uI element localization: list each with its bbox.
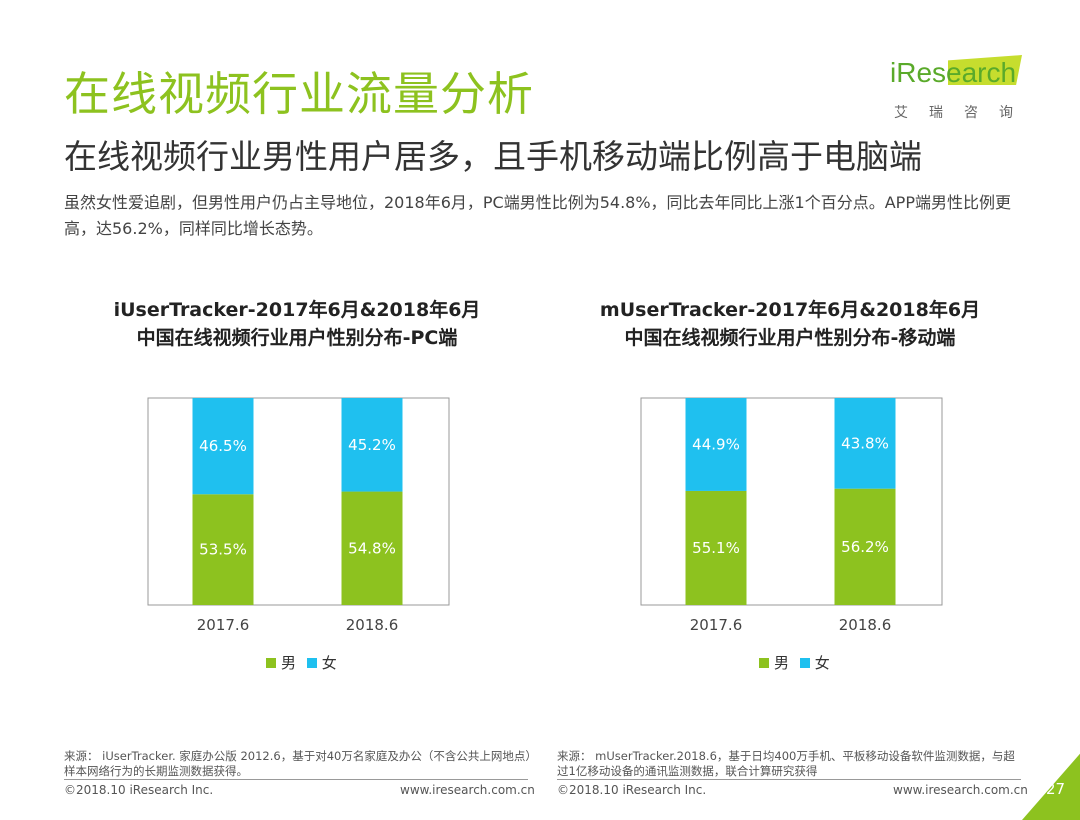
legend-swatch-female [799,658,810,668]
chart-title-pc: iUserTracker-2017年6月&2018年6月 中国在线视频行业用户性… [57,296,537,352]
bar-female-0 [192,398,254,495]
data-label-female-1: 43.8% [841,434,889,452]
data-label-female-0: 46.5% [199,437,247,455]
bar-female-0 [685,398,747,491]
chart-title-pc-line1: iUserTracker-2017年6月&2018年6月 [113,299,481,321]
bar-male-1 [341,491,403,605]
plot-frame [640,397,943,606]
legend-swatch-female [306,658,317,668]
page-number: 27 [1046,780,1066,798]
bar-male-0 [192,494,254,605]
page-description: 虽然女性爱追剧，但男性用户仍占主导地位，2018年6月，PC端男性比例为54.8… [64,193,1011,238]
legend-label-male: 男 [774,654,790,672]
bar-male-0 [685,490,747,605]
page-title: 在线视频行业流量分析 [64,67,534,121]
source-note-left: 来源： iUserTracker. 家庭办公版 2012.6，基于对40万名家庭… [64,749,532,778]
plot-frame [147,397,450,606]
chart-title-pc-line2: 中国在线视频行业用户性别分布-PC端 [136,327,458,349]
data-label-male-1: 56.2% [841,538,889,556]
chart-title-mobile-line1: mUserTracker-2017年6月&2018年6月 [599,299,981,321]
chart-pc: 53.5% 46.5% 2017.6 54.8% 45.2% 2018.6 [147,397,450,634]
chart-title-mobile-line2: 中国在线视频行业用户性别分布-移动端 [624,327,956,349]
legend-swatch-male [759,658,769,668]
iresearch-logo: iResearch 艾瑞咨询 [890,55,1040,125]
bar-female-1 [341,398,403,492]
copyright-right: ©2018.10 iResearch Inc. [557,783,707,797]
source-note-right: 来源： mUserTracker.2018.6，基于日均400万手机、平板移动设… [557,749,1015,778]
chart-mobile: 55.1% 44.9% 2017.6 56.2% 43.8% 2018.6 [640,397,943,634]
legend-label-female: 女 [321,654,337,672]
logo-chinese-name: 艾瑞咨询 [894,105,1034,121]
legend-pc: 男 女 [266,652,337,673]
data-label-male-1: 54.8% [348,539,396,557]
chart-title-mobile: mUserTracker-2017年6月&2018年6月 中国在线视频行业用户性… [550,296,1030,352]
bar-female-1 [834,398,896,489]
data-label-male-0: 53.5% [199,541,247,559]
url-left[interactable]: www.iresearch.com.cn [400,783,535,797]
x-tick-label-0: 2017.6 [197,616,250,634]
data-label-female-1: 45.2% [348,436,396,454]
x-tick-label-1: 2018.6 [346,616,399,634]
legend-mobile: 男 女 [759,652,830,673]
copyright-left: ©2018.10 iResearch Inc. [64,783,214,797]
x-tick-label-1: 2018.6 [839,616,892,634]
x-tick-label-0: 2017.6 [690,616,743,634]
legend-label-male: 男 [281,654,297,672]
bar-male-1 [834,488,896,605]
page-subtitle: 在线视频行业男性用户居多，且手机移动端比例高于电脑端 [64,137,922,176]
url-right[interactable]: www.iresearch.com.cn [893,783,1028,797]
footer-divider-left [64,779,528,780]
footer-divider-right [557,779,1021,780]
legend-label-female: 女 [814,654,830,672]
legend-swatch-male [266,658,276,668]
logo-word: iResearch [890,57,1017,88]
data-label-female-0: 44.9% [692,435,740,453]
data-label-male-0: 55.1% [692,539,740,557]
